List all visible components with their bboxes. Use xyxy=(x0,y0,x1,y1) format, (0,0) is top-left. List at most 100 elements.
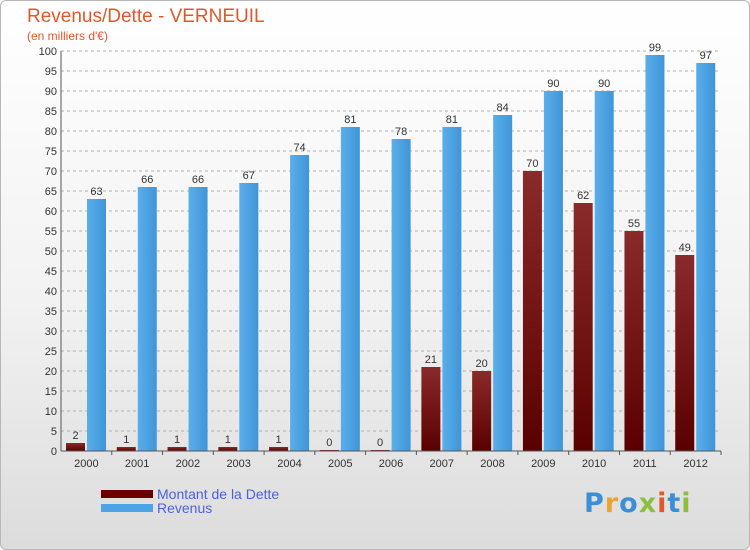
x-tick-label-2007: 2007 xyxy=(430,458,454,470)
bar-revenus-2009 xyxy=(543,91,563,451)
x-tick-label-2011: 2011 xyxy=(633,458,657,470)
y-tick-label: 90 xyxy=(45,86,57,98)
bar-dette-2007 xyxy=(421,367,441,451)
y-tick-label: 50 xyxy=(45,246,57,258)
x-tick-label-2005: 2005 xyxy=(328,458,352,470)
data-label-revenus-2000: 63 xyxy=(90,186,102,198)
x-tick-label-2008: 2008 xyxy=(480,458,504,470)
y-tick-label: 70 xyxy=(45,166,57,178)
data-label-dette-2001: 1 xyxy=(123,434,129,446)
logo-letter: r xyxy=(604,488,620,519)
bar-revenus-2011 xyxy=(645,55,665,451)
data-label-revenus-2001: 66 xyxy=(141,174,153,186)
bar-revenus-2010 xyxy=(594,91,614,451)
data-label-dette-2000: 2 xyxy=(72,430,78,442)
logo-letter: i xyxy=(681,488,692,519)
legend-label-debt: Montant de la Dette xyxy=(157,486,280,502)
x-tick-label-2012: 2012 xyxy=(683,458,707,470)
y-tick-label: 80 xyxy=(45,126,57,138)
data-label-dette-2010: 62 xyxy=(577,190,589,202)
bar-revenus-2004 xyxy=(290,155,310,451)
y-tick-label: 45 xyxy=(45,266,57,278)
y-tick-label: 85 xyxy=(45,106,57,118)
y-tick-label: 25 xyxy=(45,346,57,358)
data-label-revenus-2005: 81 xyxy=(344,114,356,126)
bar-revenus-2012 xyxy=(696,63,716,451)
data-label-revenus-2003: 67 xyxy=(243,170,255,182)
bar-dette-2001 xyxy=(116,447,136,451)
data-label-dette-2005: 0 xyxy=(326,437,332,449)
bar-dette-2000 xyxy=(66,443,85,451)
bar-revenus-2006 xyxy=(391,139,411,451)
y-tick-label: 60 xyxy=(45,206,57,218)
bar-dette-2009 xyxy=(522,171,542,451)
proxiti-logo: Proxiti xyxy=(584,488,692,519)
data-label-dette-2012: 49 xyxy=(679,242,691,254)
y-tick-label: 95 xyxy=(45,66,57,78)
data-label-revenus-2007: 81 xyxy=(446,114,458,126)
y-tick-label: 35 xyxy=(45,306,57,318)
data-label-dette-2004: 1 xyxy=(276,434,282,446)
y-tick-label: 75 xyxy=(45,146,57,158)
bar-revenus-2003 xyxy=(239,183,259,451)
logo-letter: P xyxy=(584,488,605,519)
x-tick-label-2010: 2010 xyxy=(582,458,606,470)
data-label-revenus-2012: 97 xyxy=(700,50,712,62)
logo-letter: t xyxy=(667,488,682,519)
logo-letter: i xyxy=(657,488,668,519)
chart-title: Revenus/Dette - VERNEUIL xyxy=(27,6,265,27)
data-label-dette-2002: 1 xyxy=(174,434,180,446)
data-label-revenus-2009: 90 xyxy=(547,78,559,90)
y-tick-label: 30 xyxy=(45,326,57,338)
bar-revenus-2005 xyxy=(340,127,360,451)
data-label-revenus-2008: 84 xyxy=(497,102,509,114)
data-label-dette-2006: 0 xyxy=(377,437,383,449)
data-label-revenus-2006: 78 xyxy=(395,126,407,138)
y-axis: 0 5 10 15 20 25 30 35 40 45 50 55 60 65 70 75 80 85 90 95 10… xyxy=(39,46,62,458)
bar-revenus-2000 xyxy=(87,199,106,451)
data-label-dette-2011: 55 xyxy=(628,218,640,230)
logo-letter: x xyxy=(638,488,658,519)
data-label-revenus-2010: 90 xyxy=(598,78,610,90)
data-label-revenus-2011: 99 xyxy=(649,42,661,54)
bar-revenus-2008 xyxy=(493,115,513,451)
y-tick-label: 55 xyxy=(45,226,57,238)
bar-revenus-2001 xyxy=(137,187,157,451)
x-tick-label-2001: 2001 xyxy=(125,458,149,470)
bar-dette-2008 xyxy=(472,371,492,451)
y-tick-label: 40 xyxy=(45,286,57,298)
data-label-dette-2008: 20 xyxy=(476,358,488,370)
legend-label-revenus: Revenus xyxy=(157,500,213,516)
logo-letter: o xyxy=(619,488,639,519)
y-tick-label: 65 xyxy=(45,186,57,198)
y-tick-label: 100 xyxy=(39,46,57,58)
bar-revenus-2002 xyxy=(188,187,208,451)
legend-swatch-debt xyxy=(101,490,153,498)
data-label-dette-2009: 70 xyxy=(526,158,538,170)
bar-dette-2004 xyxy=(269,447,289,451)
data-label-dette-2003: 1 xyxy=(225,434,231,446)
bar-dette-2003 xyxy=(218,447,238,451)
y-tick-label: 0 xyxy=(51,446,57,458)
data-label-revenus-2002: 66 xyxy=(192,174,204,186)
x-tick-label-2004: 2004 xyxy=(277,458,301,470)
y-tick-label: 15 xyxy=(45,386,57,398)
grid-lines xyxy=(61,50,721,432)
bar-dette-2012 xyxy=(675,255,695,451)
x-tick-label-2003: 2003 xyxy=(226,458,250,470)
x-tick-label-2009: 2009 xyxy=(531,458,555,470)
bar-dette-2010 xyxy=(573,203,593,451)
bar-dette-2011 xyxy=(624,231,644,451)
x-tick-label-2006: 2006 xyxy=(379,458,403,470)
data-label-revenus-2004: 74 xyxy=(293,142,305,154)
bar-dette-2002 xyxy=(167,447,187,451)
bars: 2 63 1 66 1 66 1 67 1 74 0 81 0 78 21 81 20 84 70 90 62 90 55 9… xyxy=(66,42,716,451)
data-label-dette-2007: 21 xyxy=(425,354,437,366)
y-tick-label: 5 xyxy=(51,426,57,438)
legend-swatch-revenus xyxy=(101,504,153,512)
x-tick-label-2002: 2002 xyxy=(176,458,200,470)
x-axis: 2000 2001 2002 2003 2004 2005 2006 2007 2008 2009… xyxy=(61,450,722,470)
y-tick-label: 10 xyxy=(45,406,57,418)
